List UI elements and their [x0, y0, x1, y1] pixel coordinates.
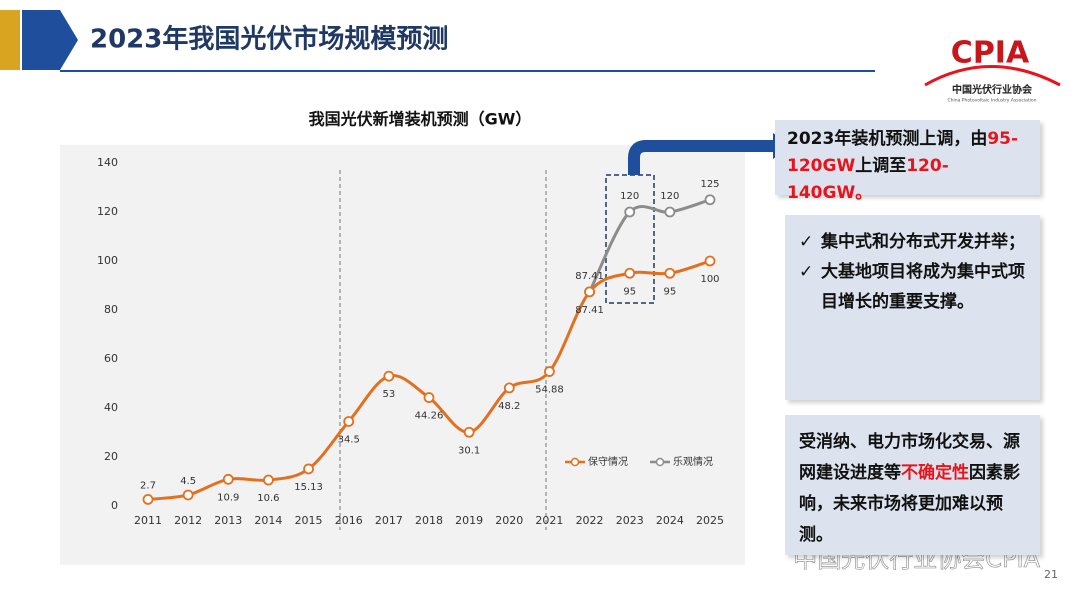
callout-highlight: 120-140GW。: [787, 156, 949, 203]
point: [383, 370, 395, 382]
value-label: 54.88: [535, 385, 564, 396]
value-label: 4.5: [180, 476, 196, 487]
logo-org-en: China Photovoltaic Industry Association: [947, 98, 1036, 104]
logo-arc: [924, 65, 1061, 87]
x-tick-label: 2020: [495, 514, 523, 527]
x-tick-label: 2022: [576, 514, 604, 527]
callout-highlight: 不确定性: [901, 463, 969, 483]
point: [664, 267, 676, 279]
x-tick-label: 2015: [295, 514, 323, 527]
y-tick-label: 120: [97, 205, 118, 218]
point: [423, 392, 435, 403]
legend-label: 乐观情况: [673, 455, 713, 468]
y-tick-label: 60: [104, 352, 118, 365]
x-tick-label: 2016: [335, 514, 363, 527]
value-label: 30.1: [458, 445, 480, 456]
y-tick-label: 80: [104, 303, 118, 316]
bullet-text: 大基地项目将成为集中式项目增长的重要支撑。: [821, 262, 1025, 312]
accent-bar: [0, 10, 20, 70]
x-tick-label: 2023: [616, 514, 644, 527]
slide-title: 2023年我国光伏市场规模预测: [90, 24, 448, 55]
legend-marker: [655, 457, 665, 467]
y-tick-label: 40: [104, 401, 118, 414]
value-label: 53: [382, 389, 395, 400]
x-tick-label: 2014: [254, 514, 282, 527]
point: [704, 255, 716, 267]
logo-name: CPIA: [951, 36, 1030, 71]
value-label: 34.5: [338, 434, 360, 445]
value-label: 125: [700, 179, 719, 190]
point: [343, 416, 355, 427]
callout-arrow: [628, 140, 775, 175]
y-tick-label: 140: [97, 156, 118, 169]
point: [182, 489, 194, 501]
page-number: 21: [1044, 568, 1058, 581]
point: [463, 426, 475, 438]
point: [142, 493, 154, 505]
value-label: 2.7: [140, 480, 156, 491]
value-label: 95: [663, 286, 676, 297]
value-label: 95: [623, 286, 636, 297]
point: [544, 366, 555, 377]
x-tick-label: 2011: [134, 514, 162, 527]
series-line: [588, 198, 711, 293]
point: [624, 267, 636, 279]
point: [704, 194, 716, 206]
callout: 2023年装机预测上调，由95-120GW上调至120-140GW。: [775, 120, 1040, 203]
legend-marker: [570, 457, 580, 467]
logo-org: 中国光伏行业协会: [952, 83, 1032, 96]
bullet-text: 集中式和分布式开发并举；: [821, 232, 1025, 252]
value-label: 120: [660, 191, 679, 202]
bullet-item: ✓ 大基地项目将成为集中式项目增长的重要支撑。: [799, 257, 1026, 317]
legend-label: 保守情况: [588, 455, 628, 468]
value-label: 48.2: [498, 401, 520, 412]
point: [303, 463, 314, 475]
chevron: [22, 10, 78, 70]
bullet-item: ✓ 集中式和分布式开发并举；: [799, 227, 1026, 257]
bullet: ✓: [799, 262, 814, 282]
x-tick-label: 2025: [696, 514, 724, 527]
x-tick-label: 2021: [535, 514, 563, 527]
x-tick-label: 2024: [656, 514, 684, 527]
value-label: 10.6: [257, 493, 279, 504]
x-tick-label: 2013: [214, 514, 242, 527]
value-label: 44.26: [415, 411, 444, 422]
value-label: 87.41: [575, 305, 604, 316]
value-label: 100: [700, 274, 719, 285]
y-tick-label: 100: [97, 254, 118, 267]
chart-title: 我国光伏新增装机预测（GW）: [309, 110, 532, 129]
value-label: 120: [620, 191, 639, 202]
point: [664, 206, 676, 218]
y-tick-label: 20: [104, 450, 118, 463]
callout: ✓ 集中式和分布式开发并举； ✓ 大基地项目将成为集中式项目增长的重要支撑。: [785, 215, 1040, 400]
y-tick-label: 0: [111, 499, 118, 512]
point: [263, 474, 274, 486]
callout-text: 因素影响，未来市场将更加难以预测。: [799, 463, 1020, 545]
callout-text: 上调至: [855, 156, 907, 176]
callout-highlight: 95-120GW: [787, 129, 1019, 176]
x-tick-label: 2018: [415, 514, 443, 527]
value-label: 10.9: [217, 492, 239, 503]
point: [503, 382, 515, 394]
x-tick-label: 2012: [174, 514, 202, 527]
bullet: ✓: [799, 232, 814, 252]
callout-text: 2023年装机预测上调，由: [787, 129, 988, 149]
value-label: 87.41: [575, 271, 604, 282]
point: [624, 206, 636, 218]
point: [584, 286, 595, 298]
x-tick-label: 2017: [375, 514, 403, 527]
point: [222, 473, 234, 485]
callout-text: 受消纳、电力市场化交易、源网建设进度等: [799, 432, 1020, 483]
callout: 受消纳、电力市场化交易、源网建设进度等不确定性因素影响，未来市场将更加难以预测。: [785, 415, 1040, 555]
value-label: 15.13: [294, 482, 323, 493]
x-tick-label: 2019: [455, 514, 483, 527]
